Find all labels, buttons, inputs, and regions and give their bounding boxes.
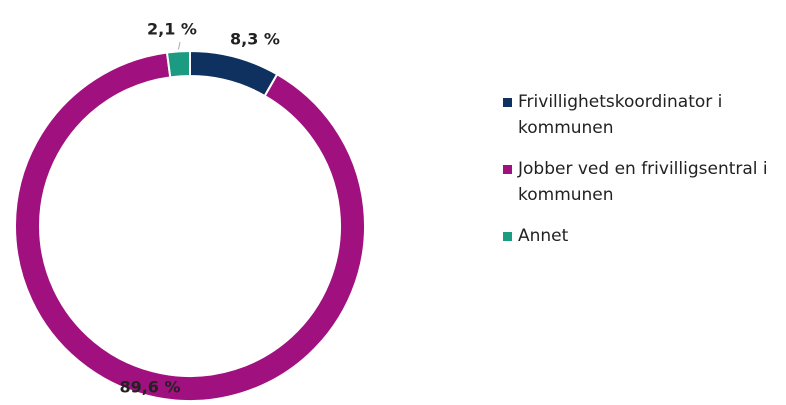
legend-item: Frivillighetskoordinator i kommunen — [503, 89, 775, 141]
donut-segment — [165, 49, 191, 79]
legend-label: Jobber ved en frivilligsentral i kommune… — [518, 159, 768, 205]
leader-line — [177, 41, 181, 50]
data-label: 2,1 % — [147, 20, 197, 39]
legend-item: Annet — [503, 223, 775, 249]
legend-item: Jobber ved en frivilligsentral i kommune… — [503, 156, 775, 208]
data-label: 8,3 % — [230, 30, 280, 49]
legend-label: Annet — [518, 226, 569, 246]
donut-segment — [189, 49, 279, 98]
data-label: 89,6 % — [119, 378, 180, 397]
donut-segment — [14, 51, 366, 402]
legend: Frivillighetskoordinator i kommunen Jobbe… — [503, 89, 775, 264]
legend-swatch — [503, 98, 512, 107]
legend-swatch — [503, 232, 512, 241]
legend-label: Frivillighetskoordinator i kommunen — [518, 92, 723, 138]
legend-swatch — [503, 165, 512, 174]
